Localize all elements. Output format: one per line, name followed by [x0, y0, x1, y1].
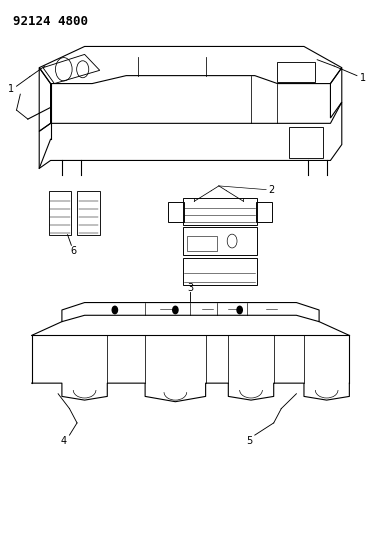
Text: 92124 4800: 92124 4800: [13, 14, 88, 28]
Circle shape: [112, 306, 117, 314]
Text: 6: 6: [70, 246, 76, 256]
Text: 1: 1: [360, 73, 366, 83]
Circle shape: [237, 306, 242, 314]
Text: 1: 1: [8, 84, 14, 94]
Text: 3: 3: [187, 282, 194, 293]
Text: 5: 5: [246, 437, 252, 447]
Text: 2: 2: [269, 184, 275, 195]
Circle shape: [173, 306, 178, 314]
Text: 4: 4: [61, 437, 67, 447]
